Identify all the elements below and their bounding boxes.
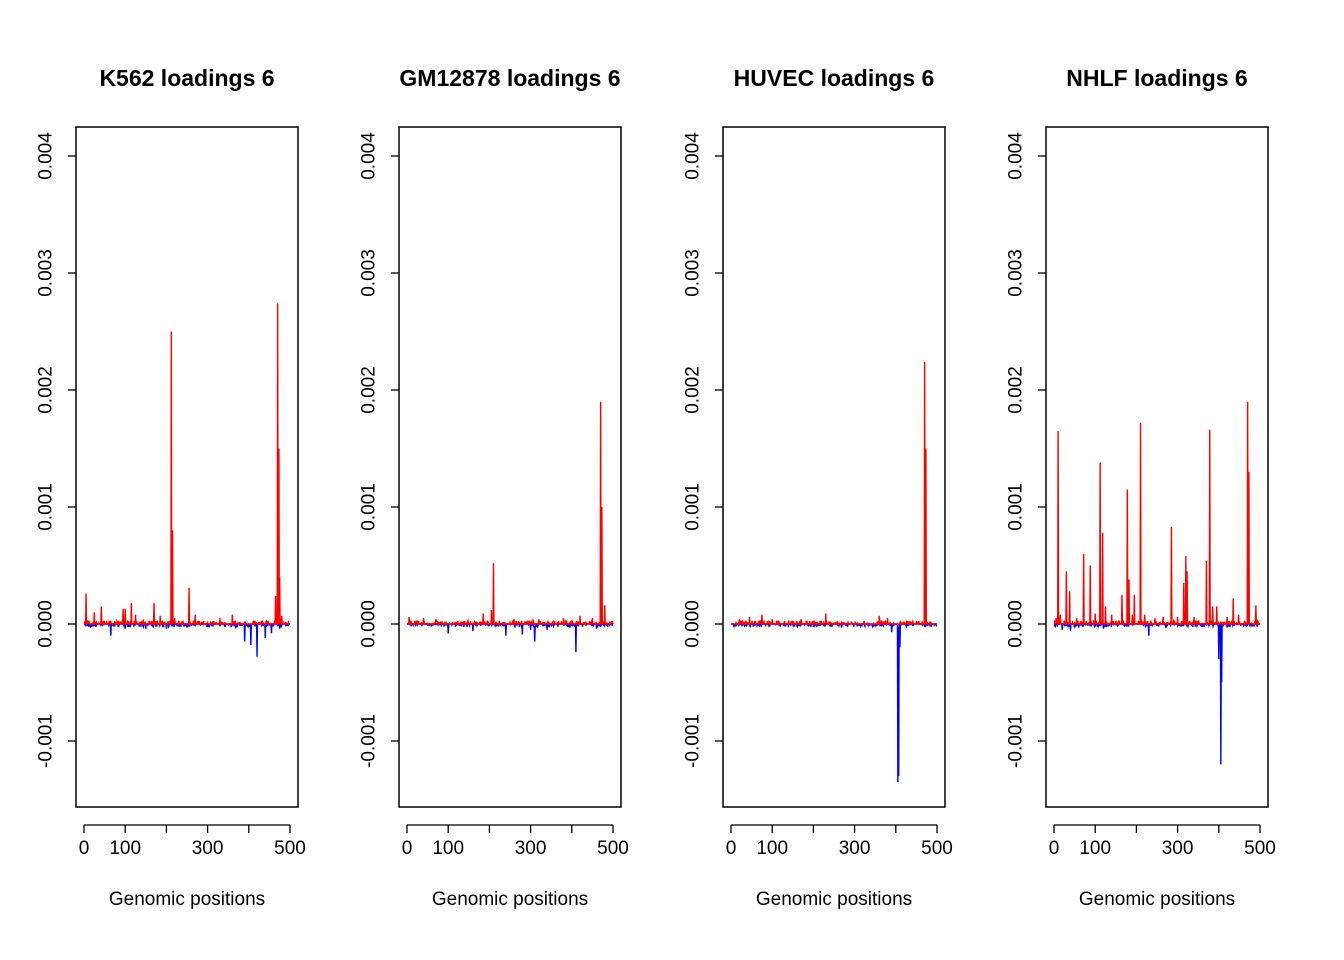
positive-loadings-series: [83, 303, 290, 627]
positive-loadings-series: [1053, 401, 1260, 627]
x-tick-label: 300: [839, 838, 871, 859]
y-tick-label: 0.001: [683, 483, 704, 531]
y-tick-label: 0.000: [359, 600, 380, 648]
panel-title: NHLF loadings 6: [1066, 65, 1247, 91]
y-tick-label: -0.001: [359, 714, 380, 768]
x-tick-label: 100: [1079, 838, 1111, 859]
y-tick-label: 0.003: [683, 249, 704, 297]
panel-title: K562 loadings 6: [99, 65, 274, 91]
y-tick-label: 0.001: [359, 483, 380, 531]
y-tick-label: 0.003: [36, 249, 57, 297]
negative-loadings-series: [731, 621, 938, 782]
x-axis-label: Genomic positions: [109, 889, 265, 910]
y-tick-label: 0.000: [1006, 600, 1027, 648]
positive-loadings-series: [407, 401, 614, 627]
x-tick-label: 300: [1162, 838, 1194, 859]
negative-loadings-series: [1053, 621, 1260, 765]
panel-k562: K562 loadings 6 Genomic positions -0.001…: [36, 65, 306, 910]
y-tick-label: 0.002: [683, 366, 704, 414]
x-tick-label: 0: [726, 838, 737, 859]
y-tick-label: 0.002: [36, 366, 57, 414]
plot-frame: [1045, 126, 1269, 808]
panel-gm12878: GM12878 loadings 6 Genomic positions -0.…: [359, 65, 629, 910]
x-tick-label: 500: [921, 838, 953, 859]
y-tick-label: 0.001: [36, 483, 57, 531]
x-tick-label: 0: [1049, 838, 1060, 859]
y-tick-label: 0.002: [359, 366, 380, 414]
y-tick-label: 0.004: [683, 132, 704, 180]
y-tick-label: 0.000: [36, 600, 57, 648]
plot-frame: [722, 126, 946, 808]
y-tick-label: -0.001: [683, 714, 704, 768]
panel-title: HUVEC loadings 6: [734, 65, 935, 91]
x-tick-label: 500: [1244, 838, 1276, 859]
x-axis-label: Genomic positions: [756, 889, 912, 910]
positive-loadings-series: [731, 361, 937, 627]
x-tick-label: 500: [597, 838, 629, 859]
x-tick-label: 100: [109, 838, 141, 859]
y-tick-label: 0.002: [1006, 366, 1027, 414]
x-tick-label: 500: [274, 838, 306, 859]
y-tick-label: 0.003: [359, 249, 380, 297]
x-axis-label: Genomic positions: [432, 889, 588, 910]
plot-frame: [398, 126, 622, 808]
panel-title: GM12878 loadings 6: [399, 65, 620, 91]
negative-loadings-series: [407, 621, 614, 653]
panel-huvec: HUVEC loadings 6 Genomic positions -0.00…: [683, 65, 953, 910]
x-tick-label: 300: [192, 838, 224, 859]
y-tick-label: 0.001: [1006, 483, 1027, 531]
x-axis-label: Genomic positions: [1079, 889, 1235, 910]
y-tick-label: 0.004: [359, 132, 380, 180]
x-tick-label: 0: [79, 838, 90, 859]
x-tick-label: 0: [402, 838, 413, 859]
negative-loadings-series: [83, 621, 290, 657]
y-tick-label: 0.003: [1006, 249, 1027, 297]
y-tick-label: 0.004: [36, 132, 57, 180]
x-tick-label: 300: [515, 838, 547, 859]
y-tick-label: 0.004: [1006, 132, 1027, 180]
y-tick-label: -0.001: [36, 714, 57, 768]
y-tick-label: 0.000: [683, 600, 704, 648]
y-tick-label: -0.001: [1006, 714, 1027, 768]
plot-frame: [75, 126, 299, 808]
x-tick-label: 100: [756, 838, 788, 859]
x-tick-label: 100: [432, 838, 464, 859]
panel-nhlf: NHLF loadings 6 Genomic positions -0.001…: [1006, 65, 1276, 910]
